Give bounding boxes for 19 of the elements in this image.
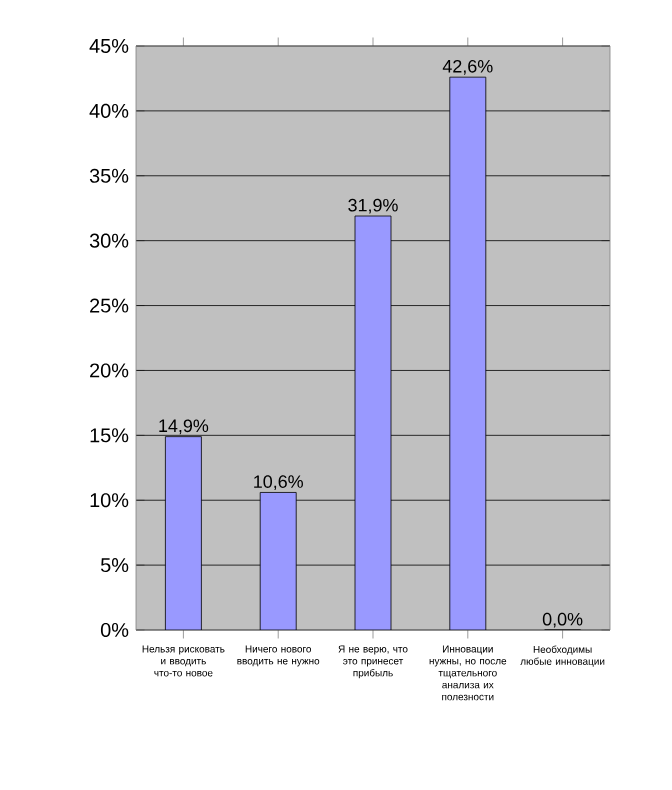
y-tick-label: 40% <box>89 103 129 118</box>
bar <box>449 76 487 630</box>
data-label: 10,6% <box>254 475 303 491</box>
y-tick-label: 30% <box>89 233 129 248</box>
data-label: 14,9% <box>159 419 209 435</box>
data-label: 0,0% <box>542 612 583 628</box>
y-tick-label: 5% <box>100 558 129 573</box>
bar <box>259 492 297 630</box>
y-tick-label: 25% <box>90 298 129 313</box>
data-label: 42,6% <box>442 59 493 75</box>
bar <box>354 215 392 630</box>
y-tick-label: 0% <box>100 622 129 638</box>
y-tick-label: 45% <box>89 38 129 53</box>
y-tick-label: 10% <box>90 493 129 508</box>
y-tick-label: 35% <box>89 168 129 183</box>
bar <box>165 436 202 630</box>
data-label: 31,9% <box>348 198 398 214</box>
y-tick-label: 20% <box>90 363 129 378</box>
y-tick-label: 15% <box>90 428 129 443</box>
